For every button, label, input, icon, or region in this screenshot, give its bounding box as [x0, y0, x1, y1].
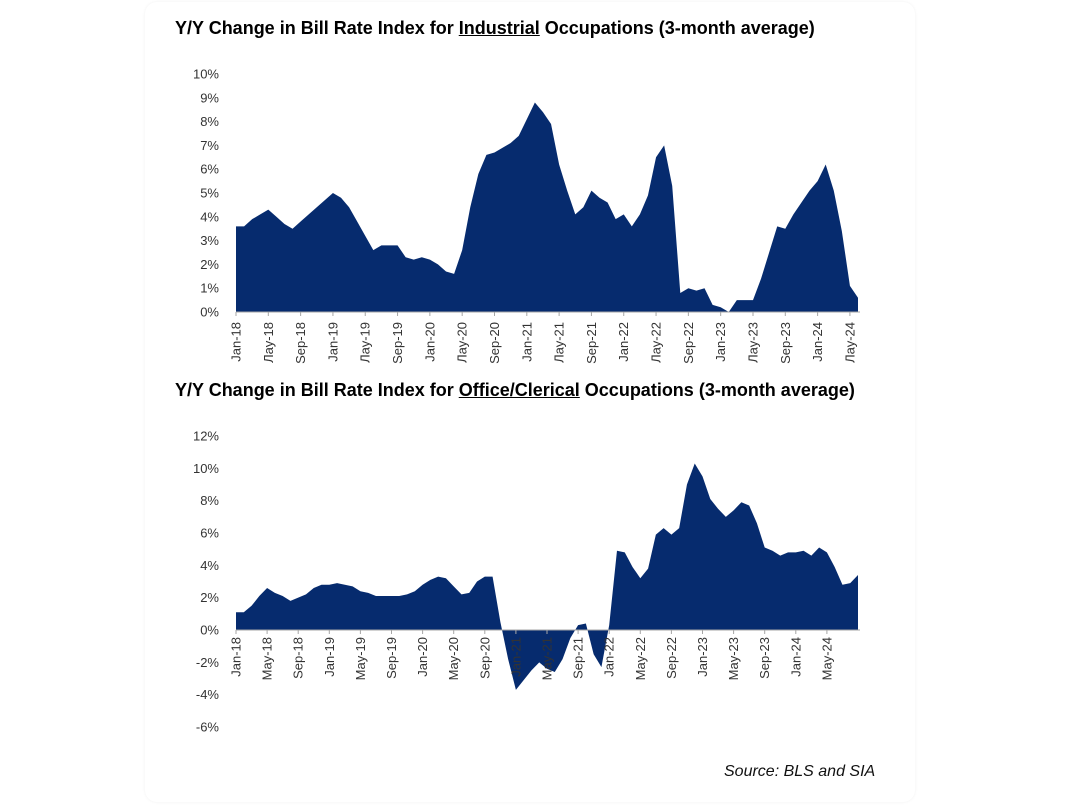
x-tick-label: Лау-19	[358, 322, 373, 363]
y-tick-label: 9%	[200, 90, 219, 105]
x-tick-label: Sep-18	[293, 322, 308, 364]
title-suffix: Occupations (3-month average)	[579, 380, 855, 400]
y-tick-label: 8%	[200, 493, 219, 508]
x-tick-label: Sep-19	[384, 637, 399, 679]
y-tick-label: 3%	[200, 233, 219, 248]
x-tick-label: Sep-23	[778, 322, 793, 364]
y-tick-label: 0%	[200, 305, 219, 320]
area-series-office	[236, 463, 858, 690]
x-tick-label: May-21	[540, 637, 555, 680]
x-tick-label: Jan-24	[788, 637, 803, 677]
x-tick-label: May-22	[633, 637, 648, 680]
x-tick-label: May-18	[260, 637, 275, 680]
area-series-industrial	[236, 102, 858, 312]
y-tick-label: 6%	[200, 526, 219, 541]
title-emphasis: Office/Clerical	[458, 380, 580, 400]
x-tick-label: Jan-21	[508, 637, 523, 677]
x-tick-label: Лау-21	[552, 322, 567, 363]
x-tick-label: Лау-23	[745, 322, 760, 363]
y-tick-label: 2%	[200, 590, 219, 605]
x-tick-label: Jan-22	[602, 637, 617, 677]
x-tick-label: May-20	[446, 637, 461, 680]
x-tick-label: May-19	[353, 637, 368, 680]
chart-industrial: 0% 1% 2% 3% 4% 5% 6% 7% 8% 9% 10% Jan-18 Лау-18 Sep-1…	[193, 67, 860, 364]
x-tick-label: Jan-21	[519, 322, 534, 362]
x-tick-label: Sep-21	[571, 637, 586, 679]
x-tick-label: Jan-20	[415, 637, 430, 677]
chart-office: -6% -4% -2% 0% 2% 4% 6% 8% 10% 12% Jan-18 May-18 Sep…	[193, 429, 860, 735]
y-tick-label: 10%	[193, 461, 219, 476]
x-tick-label: Jan-18	[229, 322, 244, 362]
y-tick-label: -4%	[196, 687, 220, 702]
x-tick-label: Jan-19	[325, 322, 340, 362]
x-tick-label: May-24	[819, 637, 834, 680]
chart-title-office: Y/Y Change in Bill Rate Index for Office…	[175, 380, 855, 401]
x-tick-label: Sep-23	[757, 637, 772, 679]
x-tick-label: Jan-22	[616, 322, 631, 362]
y-tick-label: 1%	[200, 281, 219, 296]
x-tick-label: Лау-20	[455, 322, 470, 363]
y-tick-label: 2%	[200, 257, 219, 272]
x-tick-label: Sep-18	[291, 637, 306, 679]
y-tick-label: 7%	[200, 138, 219, 153]
y-tick-label: -6%	[196, 720, 220, 735]
y-tick-label: 4%	[200, 558, 219, 573]
x-tick-label: Jan-18	[229, 637, 244, 677]
x-tick-label: Лау-22	[649, 322, 664, 363]
x-tick-label: Sep-22	[681, 322, 696, 364]
x-tick-label: Лау-24	[842, 322, 857, 363]
chart-title-industrial: Y/Y Change in Bill Rate Index for Indust…	[175, 18, 815, 39]
x-tick-label: Sep-21	[584, 322, 599, 364]
x-tick-label: May-23	[726, 637, 741, 680]
title-suffix: Occupations (3-month average)	[539, 18, 815, 38]
y-tick-label: 0%	[200, 623, 219, 638]
x-tick-label: Лау-18	[261, 322, 276, 363]
x-tick-label: Jan-20	[422, 322, 437, 362]
y-tick-label: 8%	[200, 114, 219, 129]
title-emphasis: Industrial	[458, 18, 540, 38]
x-tick-label: Sep-20	[477, 637, 492, 679]
x-tick-label: Jan-23	[713, 322, 728, 362]
y-tick-label: 12%	[193, 429, 219, 444]
y-tick-label: 6%	[200, 162, 219, 177]
title-prefix: Y/Y Change in Bill Rate Index for	[175, 380, 459, 400]
y-tick-label: -2%	[196, 655, 220, 670]
x-tick-label: Jan-23	[695, 637, 710, 677]
x-tick-label: Sep-20	[487, 322, 502, 364]
y-tick-label: 4%	[200, 209, 219, 224]
y-tick-label: 5%	[200, 186, 219, 201]
source-note: Source: BLS and SIA	[724, 763, 876, 780]
x-tick-label: Sep-19	[390, 322, 405, 364]
x-tick-label: Jan-24	[810, 322, 825, 362]
x-tick-label: Jan-19	[322, 637, 337, 677]
x-tick-label: Sep-22	[664, 637, 679, 679]
title-prefix: Y/Y Change in Bill Rate Index for	[175, 18, 459, 38]
y-tick-label: 10%	[193, 67, 219, 82]
